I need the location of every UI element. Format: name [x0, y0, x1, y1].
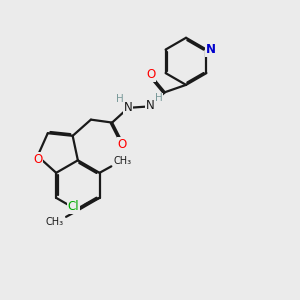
Text: H: H — [116, 94, 124, 104]
Text: O: O — [146, 68, 156, 81]
Text: H: H — [155, 93, 163, 103]
Text: O: O — [33, 152, 42, 166]
Text: N: N — [146, 99, 154, 112]
Text: CH₃: CH₃ — [46, 217, 64, 227]
Text: O: O — [117, 138, 127, 151]
Text: Cl: Cl — [67, 200, 79, 213]
Text: N: N — [206, 43, 215, 56]
Text: N: N — [124, 101, 133, 114]
Text: CH₃: CH₃ — [114, 156, 132, 166]
